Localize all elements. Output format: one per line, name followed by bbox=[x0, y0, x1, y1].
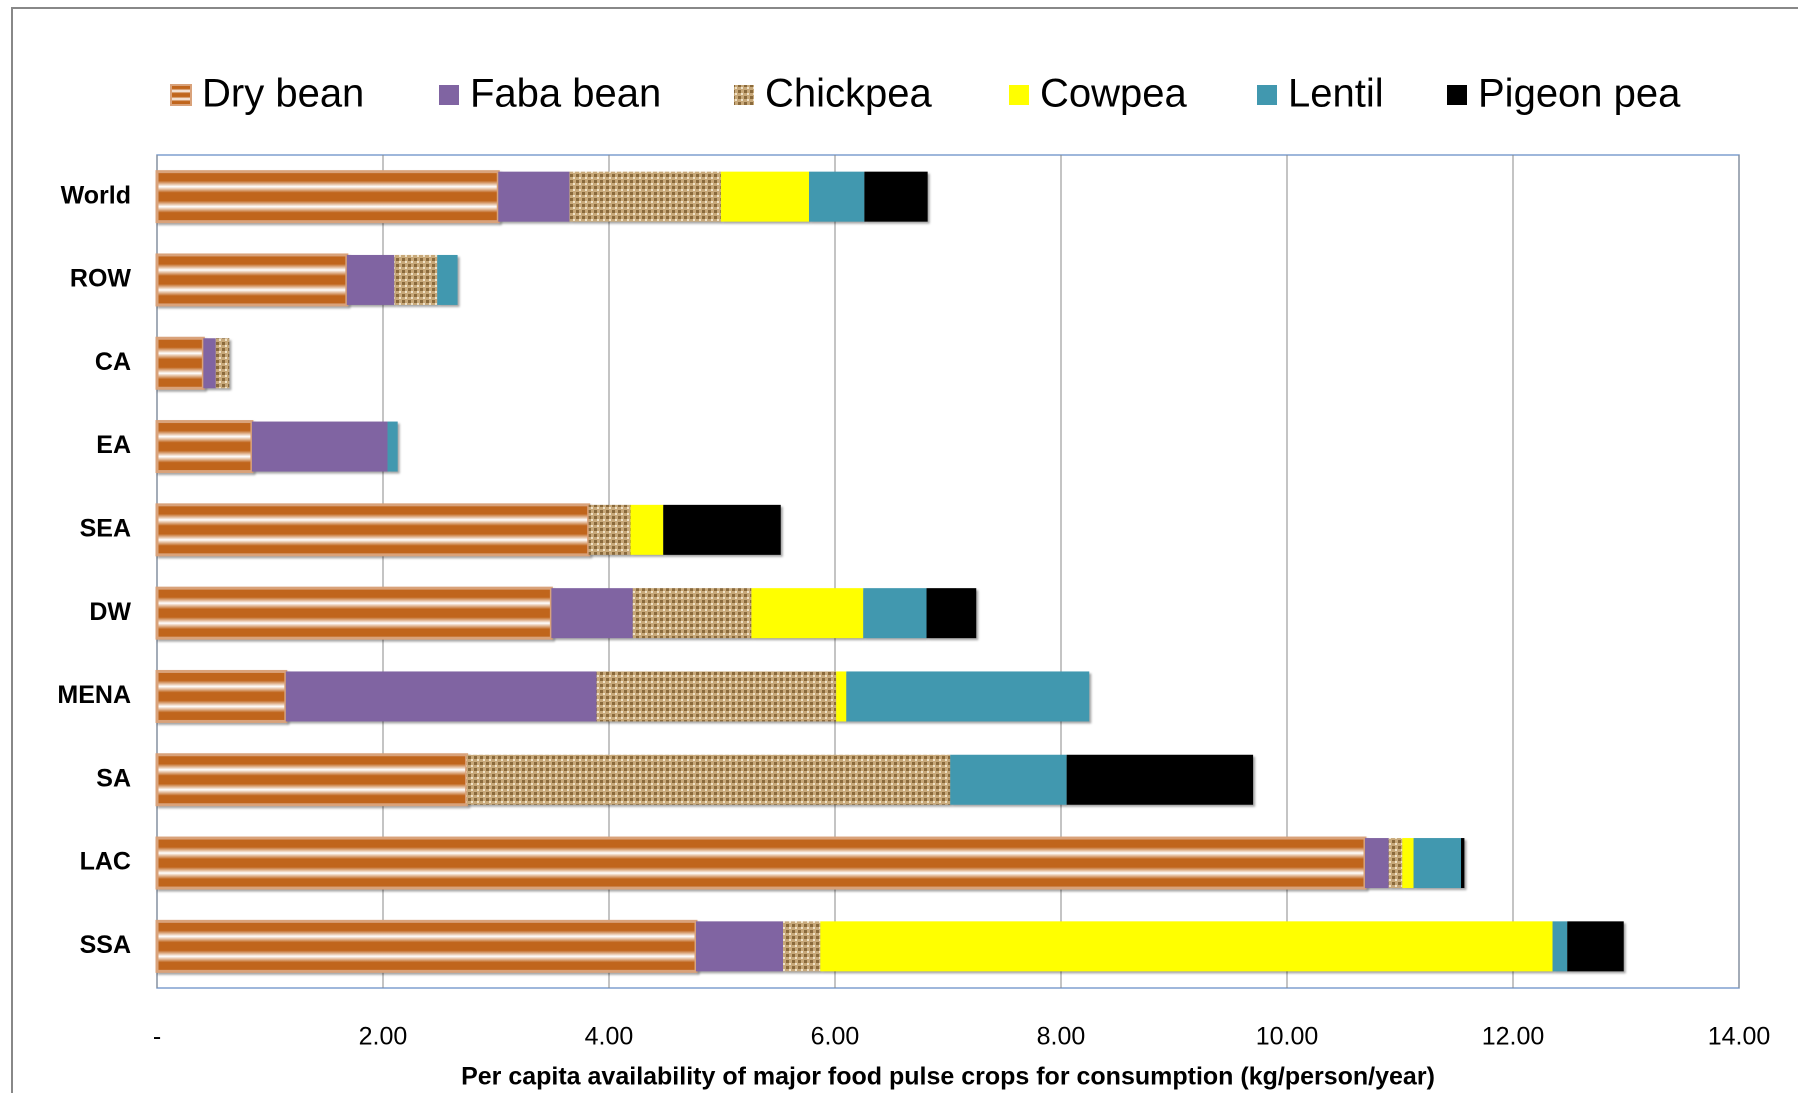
category-label: EA bbox=[96, 431, 131, 459]
bar-segment bbox=[720, 171, 810, 222]
bar-segment bbox=[596, 671, 837, 722]
bar-segment bbox=[203, 338, 216, 389]
bar-segment bbox=[394, 254, 438, 305]
bar-segment bbox=[809, 171, 865, 222]
x-tick-label: 14.00 bbox=[1708, 1023, 1771, 1051]
bar-segment bbox=[155, 503, 591, 557]
bar-segment bbox=[950, 754, 1067, 805]
bar-segment bbox=[836, 671, 847, 722]
x-tick-label: 8.00 bbox=[1037, 1023, 1086, 1051]
bar-segment bbox=[155, 586, 553, 640]
category-label: CA bbox=[95, 348, 131, 376]
bar-segment bbox=[251, 421, 388, 472]
bar-segment bbox=[466, 754, 951, 805]
bar-segment bbox=[696, 921, 784, 972]
category-label: MENA bbox=[57, 681, 131, 709]
bar-segment bbox=[1388, 838, 1403, 889]
chart-frame bbox=[11, 7, 1798, 1093]
bar-segment bbox=[569, 171, 721, 222]
bar-segment bbox=[155, 919, 698, 973]
bar-segment bbox=[285, 671, 597, 722]
bar-segment bbox=[155, 669, 288, 723]
x-tick-label: 4.00 bbox=[585, 1023, 634, 1051]
category-label: LAC bbox=[80, 848, 131, 876]
bar-segment bbox=[155, 836, 1367, 890]
bar-segment bbox=[346, 254, 395, 305]
bar-segment bbox=[783, 921, 821, 972]
bar-segment bbox=[863, 588, 927, 639]
legend-label: Cowpea bbox=[1040, 72, 1188, 116]
category-label: SSA bbox=[80, 931, 131, 959]
bar-segment bbox=[1461, 838, 1465, 889]
bar-segment bbox=[498, 171, 570, 222]
legend-swatch bbox=[170, 84, 192, 106]
legend-label: Chickpea bbox=[765, 72, 933, 116]
x-tick-label: 10.00 bbox=[1256, 1023, 1319, 1051]
legend-label: Lentil bbox=[1288, 72, 1384, 116]
bar-segment bbox=[663, 504, 781, 555]
category-label: DW bbox=[89, 598, 131, 626]
bar-segment bbox=[632, 588, 752, 639]
bar-segment bbox=[751, 588, 864, 639]
bar-segment bbox=[155, 420, 254, 474]
legend-label: Dry bean bbox=[202, 72, 364, 116]
bar-segment bbox=[1552, 921, 1568, 972]
legend-swatch bbox=[734, 85, 754, 105]
bar-segment bbox=[155, 253, 349, 307]
bar-segment bbox=[926, 588, 977, 639]
bar-segment bbox=[155, 753, 469, 807]
legend-swatch bbox=[1009, 85, 1029, 105]
bar-segment bbox=[864, 171, 928, 222]
x-tick-label: - bbox=[153, 1023, 161, 1051]
legend-label: Faba bean bbox=[470, 72, 661, 116]
bar-segment bbox=[630, 504, 664, 555]
bar-segment bbox=[1413, 838, 1462, 889]
legend-swatch bbox=[1257, 85, 1277, 105]
bar-segment bbox=[215, 338, 230, 389]
category-label: ROW bbox=[70, 265, 132, 293]
bar-segment bbox=[846, 671, 1090, 722]
bar-segment bbox=[155, 336, 205, 390]
bar-segment bbox=[387, 421, 398, 472]
category-label: World bbox=[61, 181, 131, 209]
bar-segment bbox=[437, 254, 458, 305]
bar-segment bbox=[820, 921, 1553, 972]
bar-segment bbox=[1364, 838, 1389, 889]
bar-segment bbox=[155, 170, 500, 224]
legend-swatch bbox=[439, 85, 459, 105]
x-tick-label: 2.00 bbox=[359, 1023, 408, 1051]
x-tick-label: 12.00 bbox=[1482, 1023, 1545, 1051]
bar-segment bbox=[1066, 754, 1254, 805]
category-label: SEA bbox=[80, 514, 131, 542]
bar-segment bbox=[1567, 921, 1624, 972]
bar-segment bbox=[551, 588, 633, 639]
category-label: SA bbox=[96, 764, 131, 792]
bar-segment bbox=[588, 504, 631, 555]
legend-label: Pigeon pea bbox=[1478, 72, 1681, 116]
x-axis-title: Per capita availability of major food pu… bbox=[461, 1063, 1435, 1091]
legend-swatch bbox=[1447, 85, 1467, 105]
bar-segment bbox=[1402, 838, 1414, 889]
x-tick-label: 6.00 bbox=[811, 1023, 860, 1051]
